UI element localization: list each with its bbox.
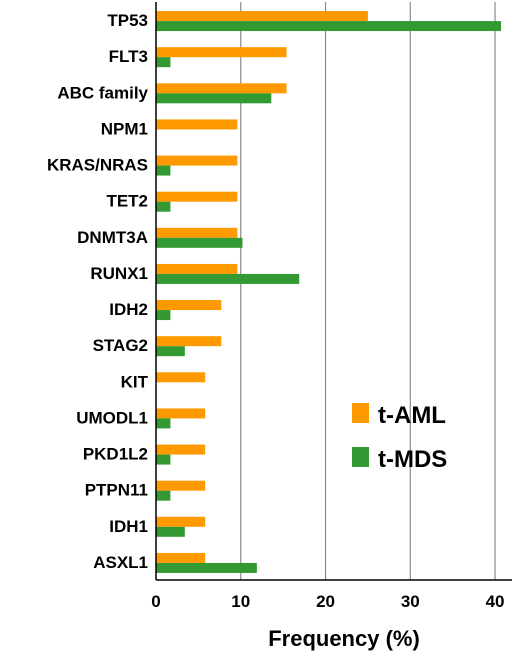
bar-t-mds-asxl1 [156, 562, 257, 573]
category-label: TET2 [106, 192, 148, 211]
bar-t-aml-stag2 [156, 336, 222, 347]
x-tick-label: 10 [231, 592, 250, 611]
bar-t-aml-kras-nras [156, 155, 238, 166]
bar-t-aml-umodl1 [156, 408, 206, 419]
bar-t-aml-runx1 [156, 263, 238, 274]
bar-t-mds-idh1 [156, 526, 185, 537]
bar-t-mds-tet2 [156, 201, 171, 212]
x-tick-label: 30 [401, 592, 420, 611]
bar-t-mds-flt3 [156, 57, 171, 68]
category-label: RUNX1 [90, 264, 148, 283]
bar-t-aml-ptpn11 [156, 480, 206, 491]
category-label: FLT3 [109, 47, 148, 66]
category-label: PKD1L2 [83, 445, 148, 464]
category-label: DNMT3A [77, 228, 148, 247]
bar-t-aml-asxl1 [156, 552, 206, 563]
bar-t-aml-pkd1l2 [156, 444, 206, 455]
category-label: NPM1 [101, 119, 148, 138]
bar-t-aml-dnmt3a [156, 227, 238, 238]
x-tick-label: 40 [486, 592, 505, 611]
category-label: IDH1 [109, 517, 148, 536]
category-label: KRAS/NRAS [47, 156, 148, 175]
bar-t-mds-umodl1 [156, 418, 171, 429]
category-labels: TP53 FLT3 ABC family NPM1 KRAS/NRAS TET2 DNMT3… [47, 11, 149, 572]
x-tick-labels: 0 10 20 30 40 [151, 592, 504, 611]
grid-lines [240, 2, 496, 580]
bar-t-aml-abc-family [156, 83, 287, 94]
bar-t-mds-pkd1l2 [156, 454, 171, 465]
bar-t-mds-runx1 [156, 273, 300, 284]
x-axis-title: Frequency (%) [268, 626, 420, 651]
bar-t-mds-abc-family [156, 93, 272, 104]
category-label: UMODL1 [76, 408, 148, 427]
category-label: ASXL1 [93, 553, 148, 572]
category-label: IDH2 [109, 300, 148, 319]
legend: t-AML t-MDS [352, 402, 447, 473]
category-label: ABC family [57, 83, 148, 102]
bar-t-aml-idh2 [156, 300, 222, 311]
legend-swatch-t-aml [352, 403, 369, 423]
bar-t-mds-dnmt3a [156, 237, 243, 248]
category-label: KIT [121, 372, 149, 391]
axes [155, 2, 512, 581]
bar-t-mds-ptpn11 [156, 490, 171, 501]
legend-label-t-aml: t-AML [378, 402, 446, 429]
bar-t-aml-flt3 [156, 47, 287, 58]
bar-t-aml-tp53 [156, 11, 368, 22]
bar-t-aml-idh1 [156, 516, 206, 527]
category-label: PTPN11 [85, 481, 148, 500]
bar-t-mds-kras-nras [156, 165, 171, 176]
legend-swatch-t-mds [352, 447, 369, 467]
bars [156, 11, 501, 573]
category-label: TP53 [107, 11, 148, 30]
x-tick-label: 20 [316, 592, 335, 611]
category-label: STAG2 [93, 336, 148, 355]
bar-t-mds-stag2 [156, 346, 185, 357]
x-tick-label: 0 [151, 592, 160, 611]
bar-t-aml-tet2 [156, 191, 238, 202]
legend-label-t-mds: t-MDS [378, 446, 447, 473]
bar-t-aml-npm1 [156, 119, 238, 130]
bar-t-aml-kit [156, 372, 206, 383]
bar-t-mds-idh2 [156, 310, 171, 321]
bar-t-mds-tp53 [156, 21, 501, 32]
